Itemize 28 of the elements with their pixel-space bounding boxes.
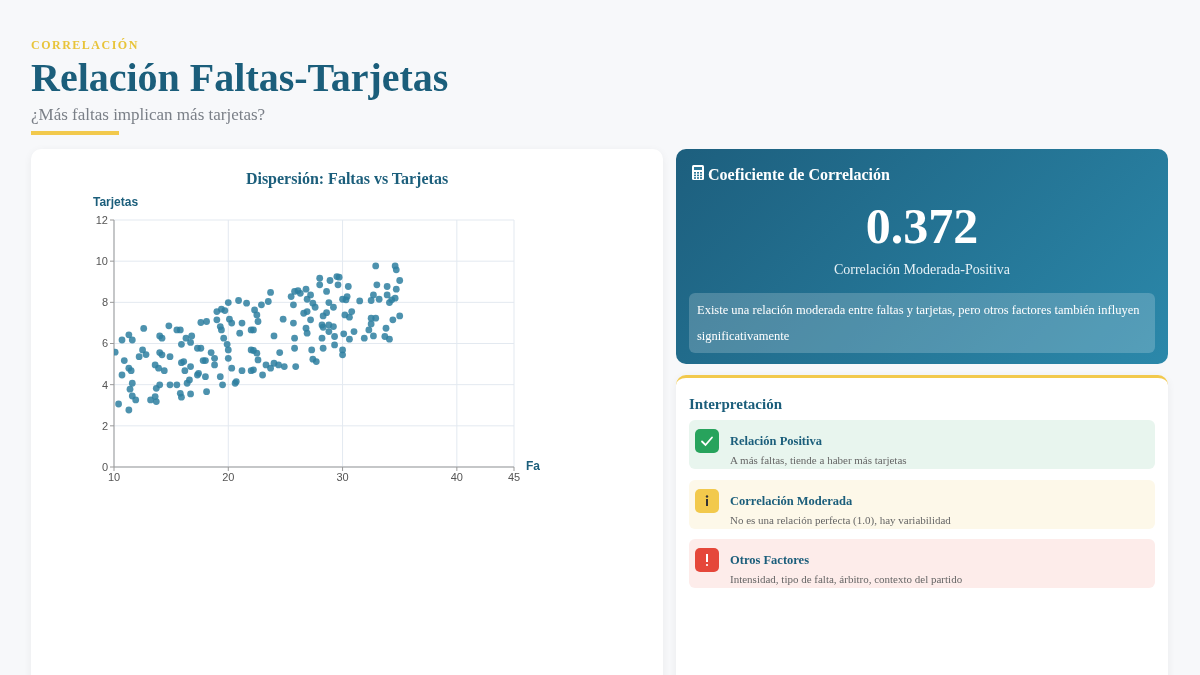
text: Existe una relación moderada entre faltas y tarjetas, pero otros factores también influyen significativamente	[689, 293, 1155, 353]
text: Coeficiente de Correlación	[708, 166, 890, 184]
text: Intensidad, tipo de falta, árbitro, contexto del partido	[730, 573, 963, 585]
y-axis-title: Tarjetas	[93, 195, 139, 209]
text: ¿Más faltas implican más tarjetas?	[31, 105, 266, 125]
x-axis-title: Fa	[526, 459, 541, 473]
y-tick-label: 6	[101, 337, 108, 350]
text: 0.372	[864, 197, 980, 256]
y-tick-label: 8	[101, 296, 108, 309]
text: Correlación Moderada-Positiva	[832, 262, 1012, 278]
y-tick-label: 12	[95, 213, 108, 226]
x-tick-label: 30	[336, 470, 349, 483]
x-tick-label: 45	[507, 470, 521, 483]
y-tick-label: 4	[101, 378, 108, 391]
y-tick-label: 10	[95, 255, 108, 268]
text: No es una relación perfecta (1.0), hay variabilidad	[730, 513, 951, 526]
y-tick-label: 2	[101, 419, 108, 432]
y-tick-label: 0	[101, 460, 108, 473]
text: Otros Factores	[730, 553, 810, 568]
x-tick-label: 40	[450, 470, 463, 483]
text: Interpretación	[689, 396, 783, 413]
text: CORRELACIÓN	[31, 38, 139, 53]
text: Correlación Moderada	[730, 493, 853, 509]
x-tick-label: 20	[222, 470, 235, 483]
text: Relación Positiva	[730, 434, 823, 449]
text: Relación Faltas-Tarjetas	[31, 54, 449, 101]
chart-title: Dispersión: Faltas vs Tarjetas	[244, 170, 450, 188]
text: A más faltas, tiende a haber más tarjetas	[730, 454, 907, 466]
